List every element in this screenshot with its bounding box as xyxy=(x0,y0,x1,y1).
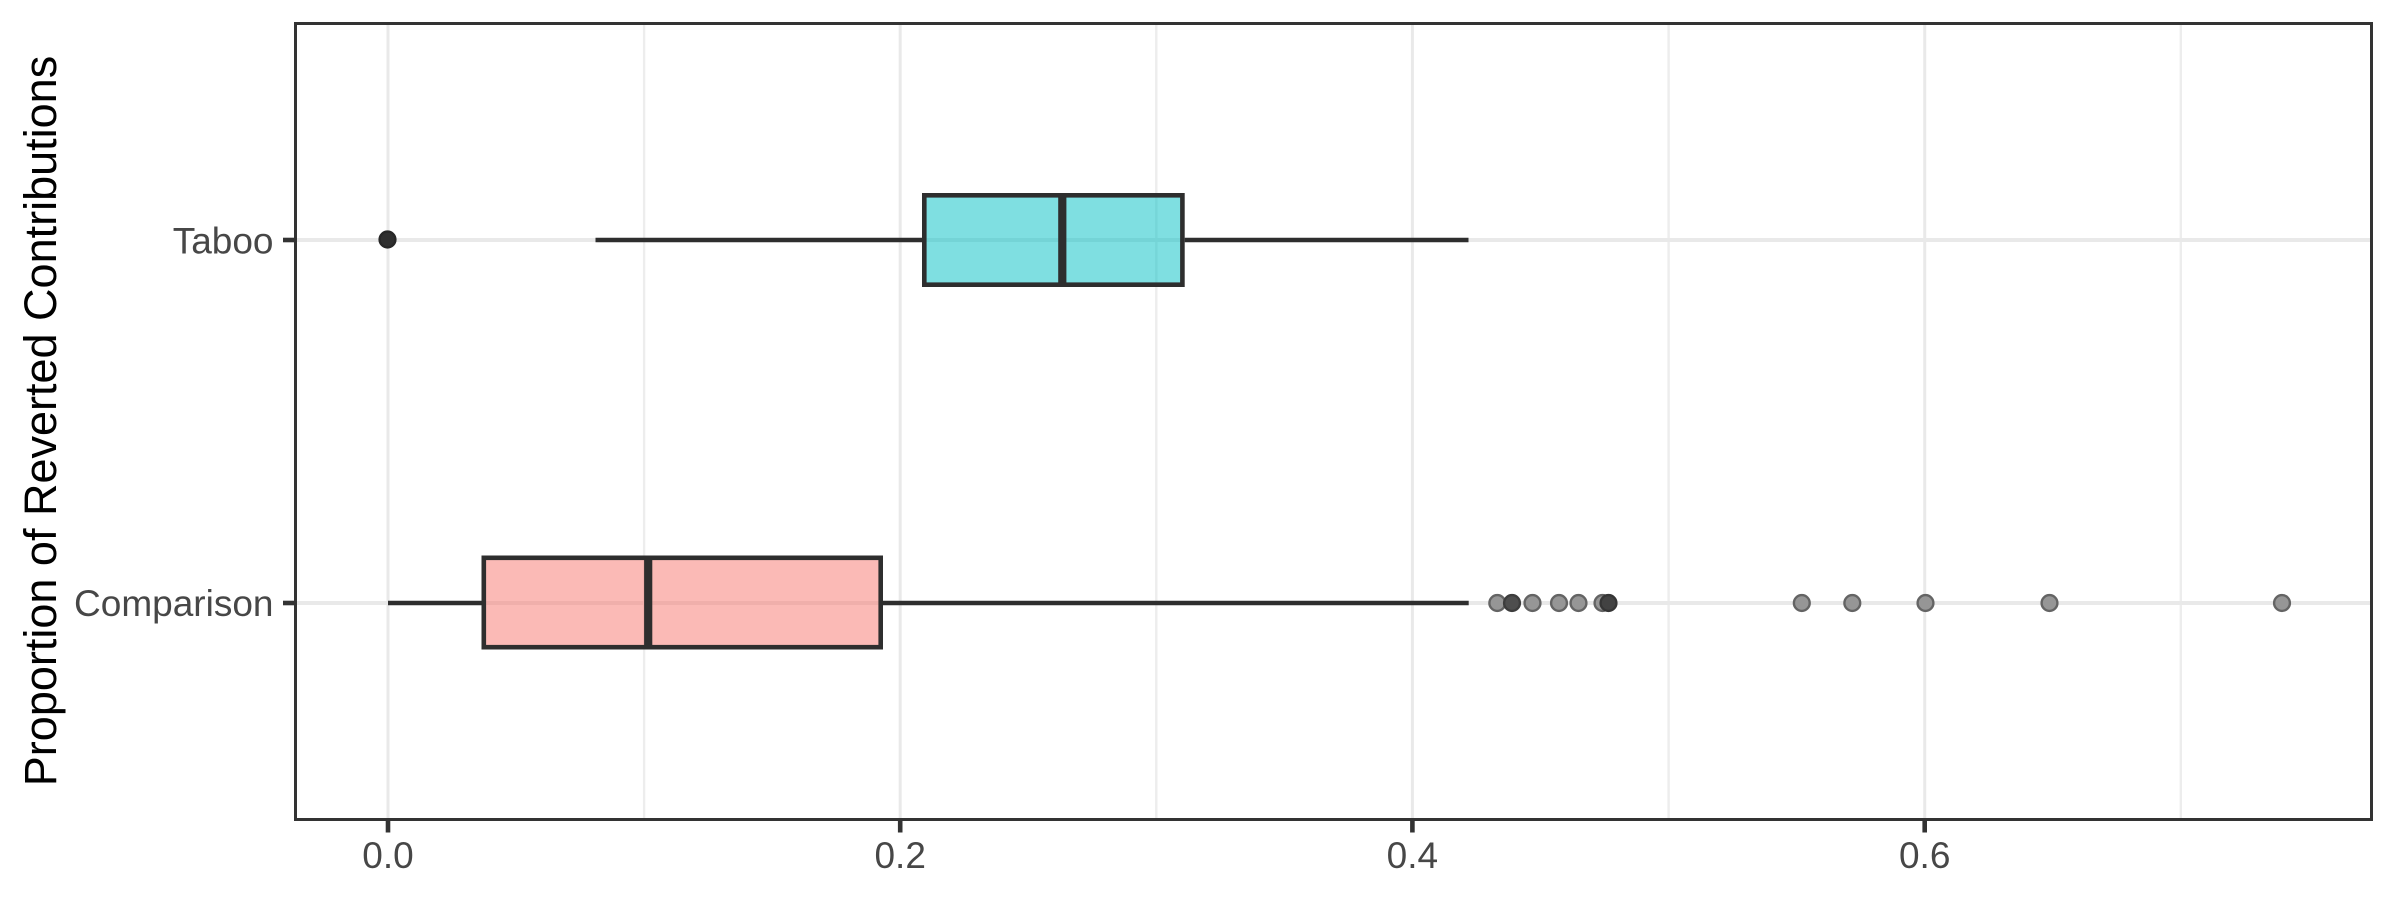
svg-text:Proportion of Reverted Contrib: Proportion of Reverted Contributions xyxy=(15,56,66,786)
svg-text:Taboo: Taboo xyxy=(173,220,274,261)
svg-text:0.2: 0.2 xyxy=(874,835,925,876)
svg-text:0.0: 0.0 xyxy=(362,835,413,876)
svg-text:0.4: 0.4 xyxy=(1387,835,1438,876)
svg-text:0.6: 0.6 xyxy=(1899,835,1950,876)
svg-text:Comparison: Comparison xyxy=(74,583,273,624)
